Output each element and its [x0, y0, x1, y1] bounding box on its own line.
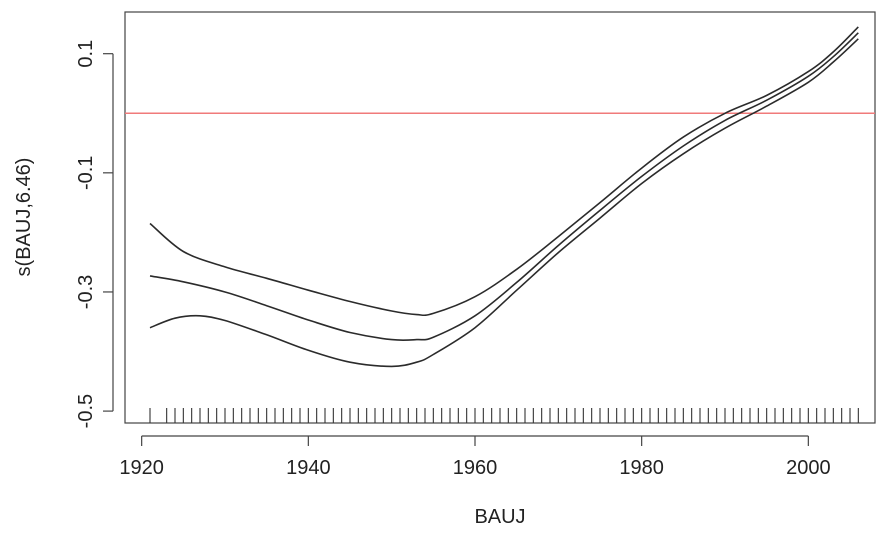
- plot-frame: [124, 11, 876, 424]
- y-tick-label: -0.1: [75, 156, 97, 190]
- y-tick-label: -0.5: [75, 394, 97, 428]
- x-tick-label: 1940: [286, 457, 331, 479]
- y-tick-label: -0.3: [75, 275, 97, 309]
- series-line-0: [149, 26, 859, 317]
- x-tick-label: 1920: [119, 457, 164, 479]
- x-tick-label: 1960: [453, 457, 498, 479]
- y-axis: -0.5 -0.3 -0.1 0.1: [75, 40, 114, 428]
- y-axis-label: s(BAUJ,6.46): [13, 158, 35, 277]
- x-tick-label: 1980: [619, 457, 664, 479]
- rug-layer: [149, 408, 859, 423]
- y-tick-label: 0.1: [75, 40, 97, 68]
- x-axis: 1920 1940 1960 1980 2000: [119, 435, 831, 479]
- series-layer: [149, 26, 859, 368]
- x-axis-label: BAUJ: [474, 506, 525, 528]
- x-tick-label: 2000: [786, 457, 831, 479]
- series-line-2: [149, 38, 859, 368]
- series-line-1: [149, 32, 859, 342]
